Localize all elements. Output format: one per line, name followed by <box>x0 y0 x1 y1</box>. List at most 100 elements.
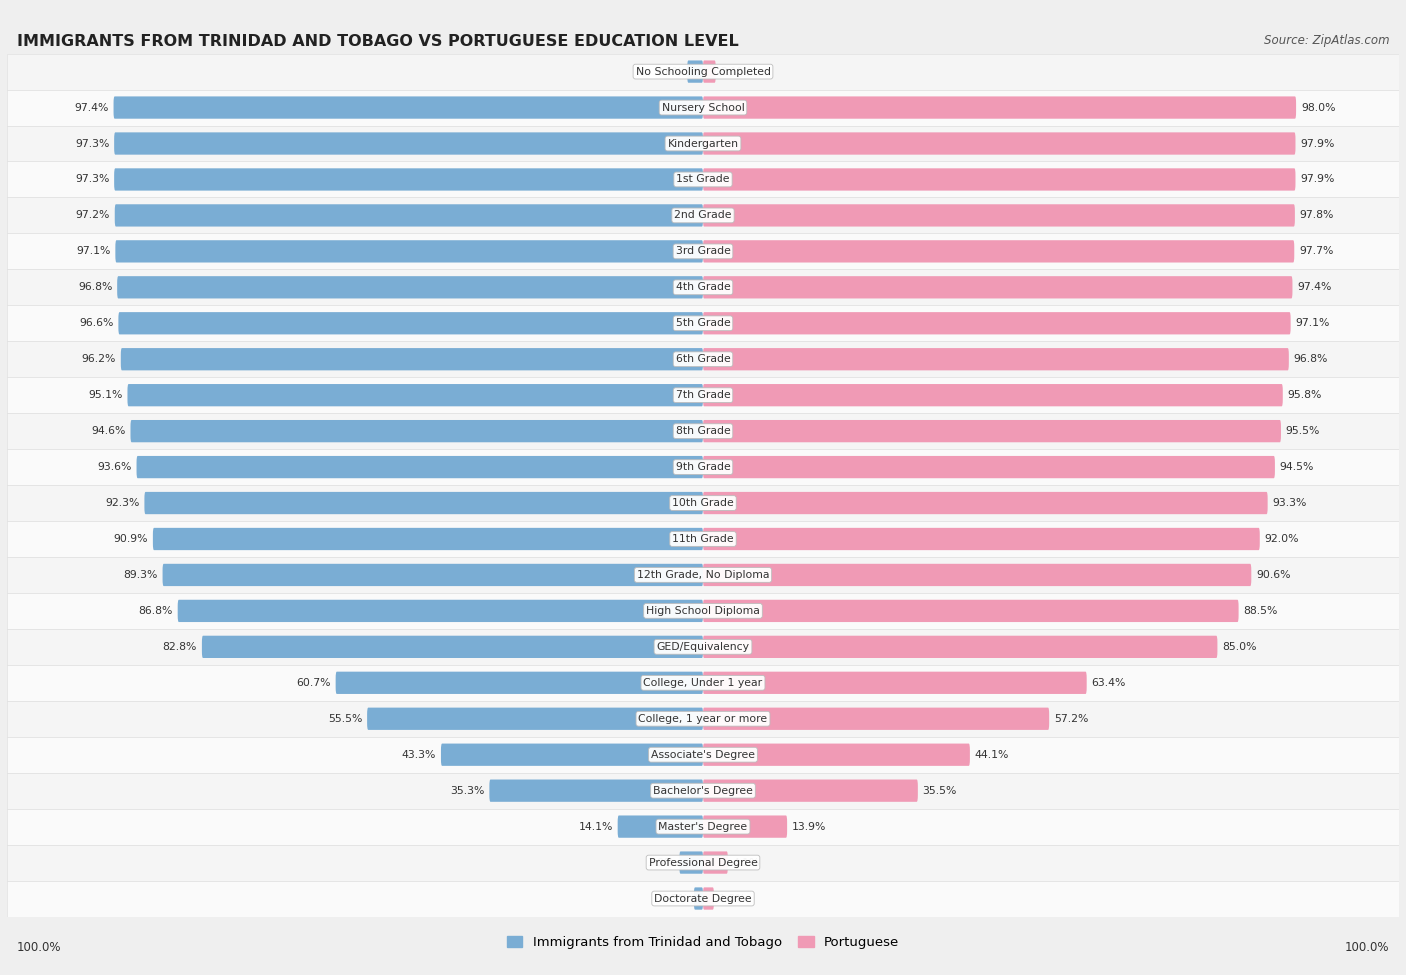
Text: 35.5%: 35.5% <box>922 786 957 796</box>
Bar <box>7 629 1399 665</box>
FancyBboxPatch shape <box>703 887 714 910</box>
Text: 85.0%: 85.0% <box>1222 642 1257 652</box>
Text: Bachelor's Degree: Bachelor's Degree <box>652 786 754 796</box>
Text: 97.3%: 97.3% <box>75 175 110 184</box>
Text: 12th Grade, No Diploma: 12th Grade, No Diploma <box>637 570 769 580</box>
Text: 90.9%: 90.9% <box>114 534 148 544</box>
Bar <box>7 773 1399 808</box>
FancyBboxPatch shape <box>703 744 970 765</box>
Text: 43.3%: 43.3% <box>402 750 436 760</box>
Text: 55.5%: 55.5% <box>328 714 363 723</box>
Bar <box>7 593 1399 629</box>
FancyBboxPatch shape <box>703 780 918 801</box>
Text: Doctorate Degree: Doctorate Degree <box>654 893 752 904</box>
Legend: Immigrants from Trinidad and Tobago, Portuguese: Immigrants from Trinidad and Tobago, Por… <box>501 931 905 955</box>
FancyBboxPatch shape <box>153 527 703 550</box>
Text: 100.0%: 100.0% <box>1344 941 1389 955</box>
Text: 90.6%: 90.6% <box>1256 570 1291 580</box>
Text: 60.7%: 60.7% <box>297 678 330 687</box>
FancyBboxPatch shape <box>136 456 703 478</box>
Text: Nursery School: Nursery School <box>662 102 744 112</box>
Text: 6th Grade: 6th Grade <box>676 354 730 365</box>
Text: 96.2%: 96.2% <box>82 354 115 365</box>
Bar <box>7 126 1399 162</box>
Text: Master's Degree: Master's Degree <box>658 822 748 832</box>
Text: College, Under 1 year: College, Under 1 year <box>644 678 762 687</box>
Text: Source: ZipAtlas.com: Source: ZipAtlas.com <box>1264 34 1389 47</box>
FancyBboxPatch shape <box>121 348 703 370</box>
FancyBboxPatch shape <box>703 384 1282 407</box>
Text: 97.8%: 97.8% <box>1299 211 1334 220</box>
Text: 97.3%: 97.3% <box>75 138 110 148</box>
Text: 10th Grade: 10th Grade <box>672 498 734 508</box>
Bar <box>7 305 1399 341</box>
FancyBboxPatch shape <box>489 780 703 801</box>
Text: 7th Grade: 7th Grade <box>676 390 730 400</box>
FancyBboxPatch shape <box>688 60 703 83</box>
Bar <box>7 844 1399 880</box>
FancyBboxPatch shape <box>367 708 703 730</box>
Bar <box>7 665 1399 701</box>
FancyBboxPatch shape <box>703 708 1049 730</box>
Text: 82.8%: 82.8% <box>163 642 197 652</box>
FancyBboxPatch shape <box>163 564 703 586</box>
FancyBboxPatch shape <box>115 205 703 226</box>
Text: 97.2%: 97.2% <box>76 211 110 220</box>
Bar <box>7 808 1399 844</box>
Text: 3rd Grade: 3rd Grade <box>675 247 731 256</box>
Text: 96.8%: 96.8% <box>1294 354 1329 365</box>
Bar <box>7 880 1399 916</box>
Text: 92.0%: 92.0% <box>1264 534 1299 544</box>
Text: 2nd Grade: 2nd Grade <box>675 211 731 220</box>
Bar <box>7 701 1399 737</box>
Text: 97.1%: 97.1% <box>1295 318 1330 329</box>
FancyBboxPatch shape <box>703 240 1295 262</box>
Bar <box>7 557 1399 593</box>
Bar <box>7 90 1399 126</box>
Text: 97.1%: 97.1% <box>76 247 111 256</box>
FancyBboxPatch shape <box>128 384 703 407</box>
Bar <box>7 737 1399 773</box>
Text: 93.3%: 93.3% <box>1272 498 1306 508</box>
Text: 97.9%: 97.9% <box>1301 175 1334 184</box>
Text: 96.8%: 96.8% <box>77 283 112 292</box>
FancyBboxPatch shape <box>703 348 1289 370</box>
Text: 2.6%: 2.6% <box>655 66 682 77</box>
Bar <box>7 233 1399 269</box>
FancyBboxPatch shape <box>177 600 703 622</box>
FancyBboxPatch shape <box>703 276 1292 298</box>
Text: 97.7%: 97.7% <box>1299 247 1333 256</box>
Text: 96.6%: 96.6% <box>79 318 114 329</box>
FancyBboxPatch shape <box>117 276 703 298</box>
Text: 88.5%: 88.5% <box>1243 605 1278 616</box>
Text: Associate's Degree: Associate's Degree <box>651 750 755 760</box>
Text: 4.1%: 4.1% <box>733 858 761 868</box>
Bar <box>7 341 1399 377</box>
FancyBboxPatch shape <box>336 672 703 694</box>
Bar <box>7 449 1399 486</box>
Text: Professional Degree: Professional Degree <box>648 858 758 868</box>
Text: 86.8%: 86.8% <box>138 605 173 616</box>
FancyBboxPatch shape <box>115 240 703 262</box>
FancyBboxPatch shape <box>703 564 1251 586</box>
Text: 95.8%: 95.8% <box>1288 390 1322 400</box>
Text: 94.5%: 94.5% <box>1279 462 1315 472</box>
FancyBboxPatch shape <box>703 815 787 838</box>
FancyBboxPatch shape <box>703 672 1087 694</box>
FancyBboxPatch shape <box>118 312 703 334</box>
Bar <box>7 377 1399 413</box>
Text: 97.9%: 97.9% <box>1301 138 1334 148</box>
Text: IMMIGRANTS FROM TRINIDAD AND TOBAGO VS PORTUGUESE EDUCATION LEVEL: IMMIGRANTS FROM TRINIDAD AND TOBAGO VS P… <box>17 34 738 49</box>
Text: 95.1%: 95.1% <box>89 390 122 400</box>
Bar <box>7 521 1399 557</box>
FancyBboxPatch shape <box>703 851 728 874</box>
FancyBboxPatch shape <box>703 492 1268 514</box>
FancyBboxPatch shape <box>703 636 1218 658</box>
Text: 89.3%: 89.3% <box>124 570 157 580</box>
FancyBboxPatch shape <box>703 527 1260 550</box>
FancyBboxPatch shape <box>679 851 703 874</box>
Bar <box>7 413 1399 449</box>
FancyBboxPatch shape <box>114 97 703 119</box>
Text: 9th Grade: 9th Grade <box>676 462 730 472</box>
FancyBboxPatch shape <box>114 169 703 190</box>
